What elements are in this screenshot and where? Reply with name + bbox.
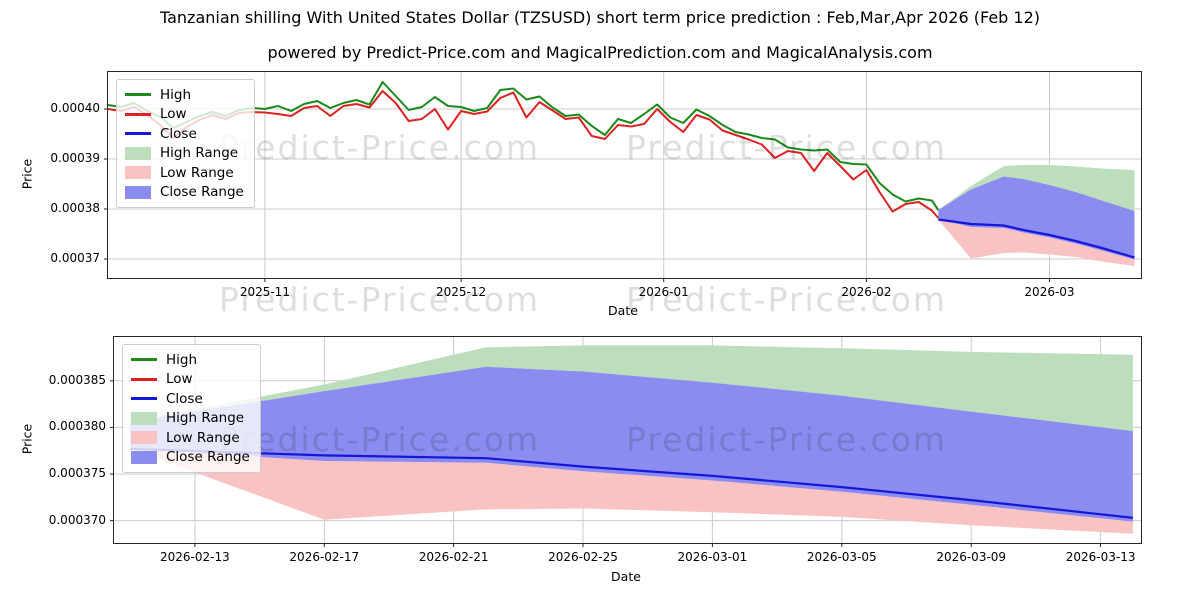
- y-tick-label: 0.000370: [48, 512, 106, 527]
- legend-label: High: [160, 86, 192, 103]
- x-tick-label: 2026-02-25: [548, 550, 618, 564]
- legend-item-low: Low: [125, 105, 244, 125]
- y-tick-label: 0.00038: [50, 201, 100, 215]
- legend-swatch-close: [125, 132, 151, 136]
- legend-label: Low Range: [160, 164, 234, 181]
- legend-item-close: Close: [125, 124, 244, 144]
- legend-label: High Range: [166, 410, 245, 427]
- x-tick-label: 2026-02-21: [418, 550, 489, 564]
- legend-swatch-low_range: [131, 431, 157, 445]
- page-title: Tanzanian shilling With United States Do…: [159, 8, 1041, 27]
- top-chart-plot: High Low Close High Range Low Range Close Ran…: [50, 71, 1142, 299]
- legend-swatch-close_range: [131, 450, 157, 464]
- x-tick-label: 2025-11: [239, 285, 290, 299]
- legend-item-close: Close: [131, 389, 250, 409]
- top-chart-x-axis-label: Date: [608, 303, 638, 318]
- legend-item-high: High: [125, 85, 244, 105]
- legend-swatch-high_range: [125, 146, 151, 160]
- legend-label: Close Range: [166, 449, 250, 466]
- legend-item-low-range: Low Range: [125, 163, 244, 183]
- x-tick-label: 2026-02: [841, 285, 892, 299]
- legend-label: Low: [166, 371, 193, 388]
- legend-swatch-high: [125, 93, 151, 97]
- legend-item-high-range: High Range: [131, 409, 250, 429]
- legend-label: Low: [160, 106, 187, 123]
- legend-label: High: [166, 351, 198, 368]
- x-tick-label: 2026-03-13: [1065, 550, 1136, 564]
- legend-swatch-close_range: [125, 185, 151, 199]
- x-tick-label: 2026-03-01: [677, 550, 748, 564]
- x-tick-label: 2026-03: [1024, 285, 1075, 299]
- x-tick-label: 2025-12: [436, 285, 487, 299]
- page-subtitle: powered by Predict-Price.com and Magical…: [267, 43, 933, 62]
- legend-item-close-range: Close Range: [131, 448, 250, 468]
- x-tick-label: 2026-01: [638, 285, 689, 299]
- legend-item-high: High: [131, 350, 250, 370]
- bottom-chart-legend: High Low Close High Range Low Range Close Ran…: [122, 344, 261, 473]
- bottom-chart-plot: High Low Close High Range Low Range Close Ran…: [49, 336, 1142, 564]
- legend-label: Close: [160, 125, 197, 142]
- y-tick-label: 0.00040: [50, 101, 100, 115]
- legend-swatch-low: [131, 377, 157, 381]
- legend-item-close-range: Close Range: [125, 183, 244, 203]
- legend-swatch-high: [131, 358, 157, 362]
- top-chart-canvas: [104, 72, 1141, 282]
- y-tick-label: 0.00037: [50, 251, 100, 265]
- legend-swatch-low_range: [125, 166, 151, 180]
- bottom-chart-canvas: [110, 337, 1141, 547]
- legend-swatch-close: [131, 397, 157, 401]
- y-tick-label: 0.00039: [50, 151, 100, 165]
- legend-item-low: Low: [131, 370, 250, 390]
- legend-label: Close: [166, 390, 203, 407]
- y-tick-label: 0.000375: [48, 466, 106, 480]
- legend-item-high-range: High Range: [125, 144, 244, 164]
- x-tick-label: 2026-02-17: [289, 550, 360, 564]
- legend-label: Low Range: [166, 429, 240, 446]
- legend-label: High Range: [160, 145, 239, 162]
- legend-item-low-range: Low Range: [131, 428, 250, 448]
- x-tick-label: 2026-03-05: [806, 550, 877, 564]
- x-tick-label: 2026-02-13: [160, 550, 230, 564]
- legend-swatch-low: [125, 112, 151, 116]
- bottom-chart-x-axis-label: Date: [611, 569, 641, 584]
- legend-swatch-high_range: [131, 411, 157, 425]
- y-tick-label: 0.000380: [48, 419, 106, 434]
- legend-label: Close Range: [160, 184, 244, 201]
- y-tick-label: 0.000385: [48, 372, 106, 387]
- x-tick-label: 2026-03-09: [936, 550, 1007, 564]
- top-chart-legend: High Low Close High Range Low Range Close Ran…: [116, 79, 255, 208]
